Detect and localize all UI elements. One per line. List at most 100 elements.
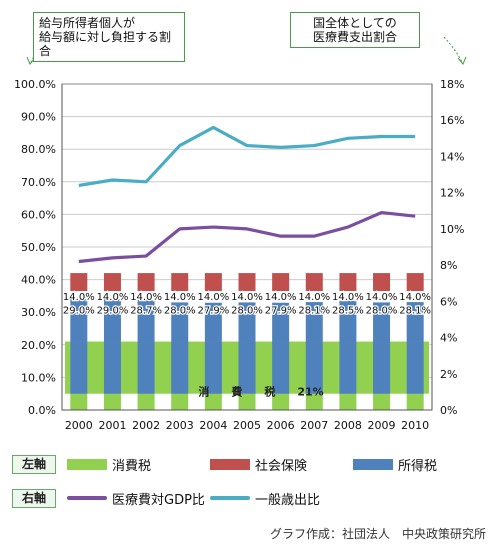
income-tax-label: 27.9% [265, 306, 297, 317]
bar-social-insurance [171, 273, 189, 292]
social-insurance-label: 14.0% [130, 292, 162, 303]
bar-consumption-tax [272, 393, 290, 410]
legend-label-general-expenditure: 一般歳出比 [255, 493, 321, 508]
right-callout-arrow [443, 36, 463, 63]
left-tick-label: 90.0% [21, 111, 56, 124]
social-insurance-label: 14.0% [298, 292, 330, 303]
social-insurance-label: 14.0% [366, 292, 398, 303]
bar-income-tax-upper [305, 341, 323, 394]
income-tax-label: 28.0% [366, 306, 398, 317]
axes [61, 84, 433, 411]
bar-consumption-tax [171, 393, 189, 410]
x-tick-label: 2008 [334, 419, 362, 432]
tick-labels: 0.0% 10.0% 20.0% 30.0% 40.0% 50.0% 60.0% 70.0% 8… [14, 78, 464, 432]
right-axis-callout: 国全体としての 医療費支出割合 [290, 12, 420, 48]
right-tick-label: 4% [440, 332, 457, 345]
left-tick-label: 50.0% [21, 241, 56, 254]
left-tick-label: 30.0% [21, 306, 56, 319]
x-tick-label: 2000 [65, 419, 93, 432]
bar-labels: 29.0%14.0%29.0%14.0%28.7%14.0%28.0%14.0%… [62, 291, 433, 318]
legend-label-consumption-tax: 消費税 [112, 459, 152, 474]
bar-income-tax-upper [373, 341, 391, 394]
bar-social-insurance [339, 273, 357, 292]
social-insurance-label: 14.0% [164, 292, 196, 303]
left-tick-label: 80.0% [21, 143, 56, 156]
x-tick-label: 2010 [401, 419, 429, 432]
bar-income-tax-upper [339, 341, 357, 394]
bar-income-tax-upper [171, 341, 189, 394]
left-tick-label: 10.0% [21, 371, 56, 384]
bar-consumption-tax [305, 393, 323, 410]
bar-consumption-tax [137, 393, 155, 410]
right-tick-label: 18% [440, 78, 464, 91]
right-tick-label: 8% [440, 259, 457, 272]
income-tax-label: 28.1% [399, 306, 431, 317]
left-tick-label: 40.0% [21, 274, 56, 287]
right-tick-label: 6% [440, 295, 457, 308]
right-tick-label: 10% [440, 223, 464, 236]
bar-income-tax-upper [137, 341, 155, 394]
line-medical-gdp [78, 210, 416, 264]
bar-consumption-tax [373, 393, 391, 410]
bar-social-insurance [137, 273, 155, 292]
x-tick-label: 2001 [98, 419, 126, 432]
legend-left-axis-tag: 左軸 [12, 455, 56, 474]
income-tax-label: 28.7% [130, 306, 162, 317]
consumption-band-label: 消 費 税 21% [198, 384, 323, 398]
legend-swatch-consumption-tax [67, 459, 107, 470]
legend-label-income-tax: 所得税 [398, 459, 438, 474]
bar-consumption-tax [406, 393, 424, 410]
right-tick-label: 12% [440, 187, 464, 200]
x-tick-label: 2005 [233, 419, 261, 432]
x-tick-label: 2006 [267, 419, 295, 432]
bar-consumption-tax [339, 393, 357, 410]
social-insurance-label: 14.0% [265, 292, 297, 303]
bar-social-insurance [272, 273, 290, 292]
bar-income-tax-upper [204, 341, 222, 394]
right-callout-arrowhead [457, 56, 467, 65]
right-tick-label: 2% [440, 368, 457, 381]
left-callout-text: 給与所得者個人が 給与額に対し負担する割合 [39, 16, 172, 58]
bar-social-insurance [373, 273, 391, 292]
x-tick-label: 2003 [166, 419, 194, 432]
legend-swatch-general-expenditure [210, 496, 250, 500]
social-insurance-label: 14.0% [97, 292, 129, 303]
income-tax-label: 28.0% [164, 306, 196, 317]
x-tick-label: 2009 [368, 419, 396, 432]
left-axis-callout: 給与所得者個人が 給与額に対し負担する割合 [33, 12, 185, 62]
x-tick-label: 2007 [300, 419, 328, 432]
left-tick-label: 0.0% [28, 404, 56, 417]
social-insurance-label: 14.0% [197, 292, 229, 303]
legend-label-medical-gdp: 医療費対GDP比 [112, 493, 205, 508]
right-tick-label: 14% [440, 150, 464, 163]
social-insurance-label: 14.0% [63, 292, 95, 303]
right-callout-text: 国全体としての 医療費支出割合 [312, 16, 397, 44]
social-insurance-label: 14.0% [399, 292, 431, 303]
bar-social-insurance [406, 273, 424, 292]
right-tick-label: 0% [440, 404, 457, 417]
legend-swatch-income-tax [353, 459, 393, 470]
consumption-tax-band: 消 費 税 21% [65, 341, 429, 398]
right-tick-label: 16% [440, 114, 464, 127]
income-tax-label: 28.0% [231, 306, 263, 317]
bar-income-tax-upper [70, 341, 88, 394]
bar-income-tax-upper [406, 341, 424, 394]
legend-swatch-social-insurance [210, 459, 250, 470]
left-tick-label: 60.0% [21, 208, 56, 221]
left-tick-label: 100.0% [14, 78, 56, 91]
bar-social-insurance [70, 273, 88, 292]
income-tax-label: 28.1% [298, 306, 330, 317]
income-tax-label: 29.0% [63, 306, 95, 317]
line-general-expenditure [78, 125, 416, 188]
bar-consumption-tax [70, 393, 88, 410]
bar-income-tax-upper [238, 341, 256, 394]
bar-social-insurance [238, 273, 256, 292]
legend-label-social-insurance: 社会保険 [255, 459, 308, 474]
bar-social-insurance [103, 273, 121, 292]
left-tick-label: 20.0% [21, 339, 56, 352]
income-tax-label: 28.5% [332, 306, 364, 317]
bar-consumption-tax [238, 393, 256, 410]
bar-social-insurance [204, 273, 222, 292]
legend-swatch-medical-gdp [67, 496, 107, 500]
